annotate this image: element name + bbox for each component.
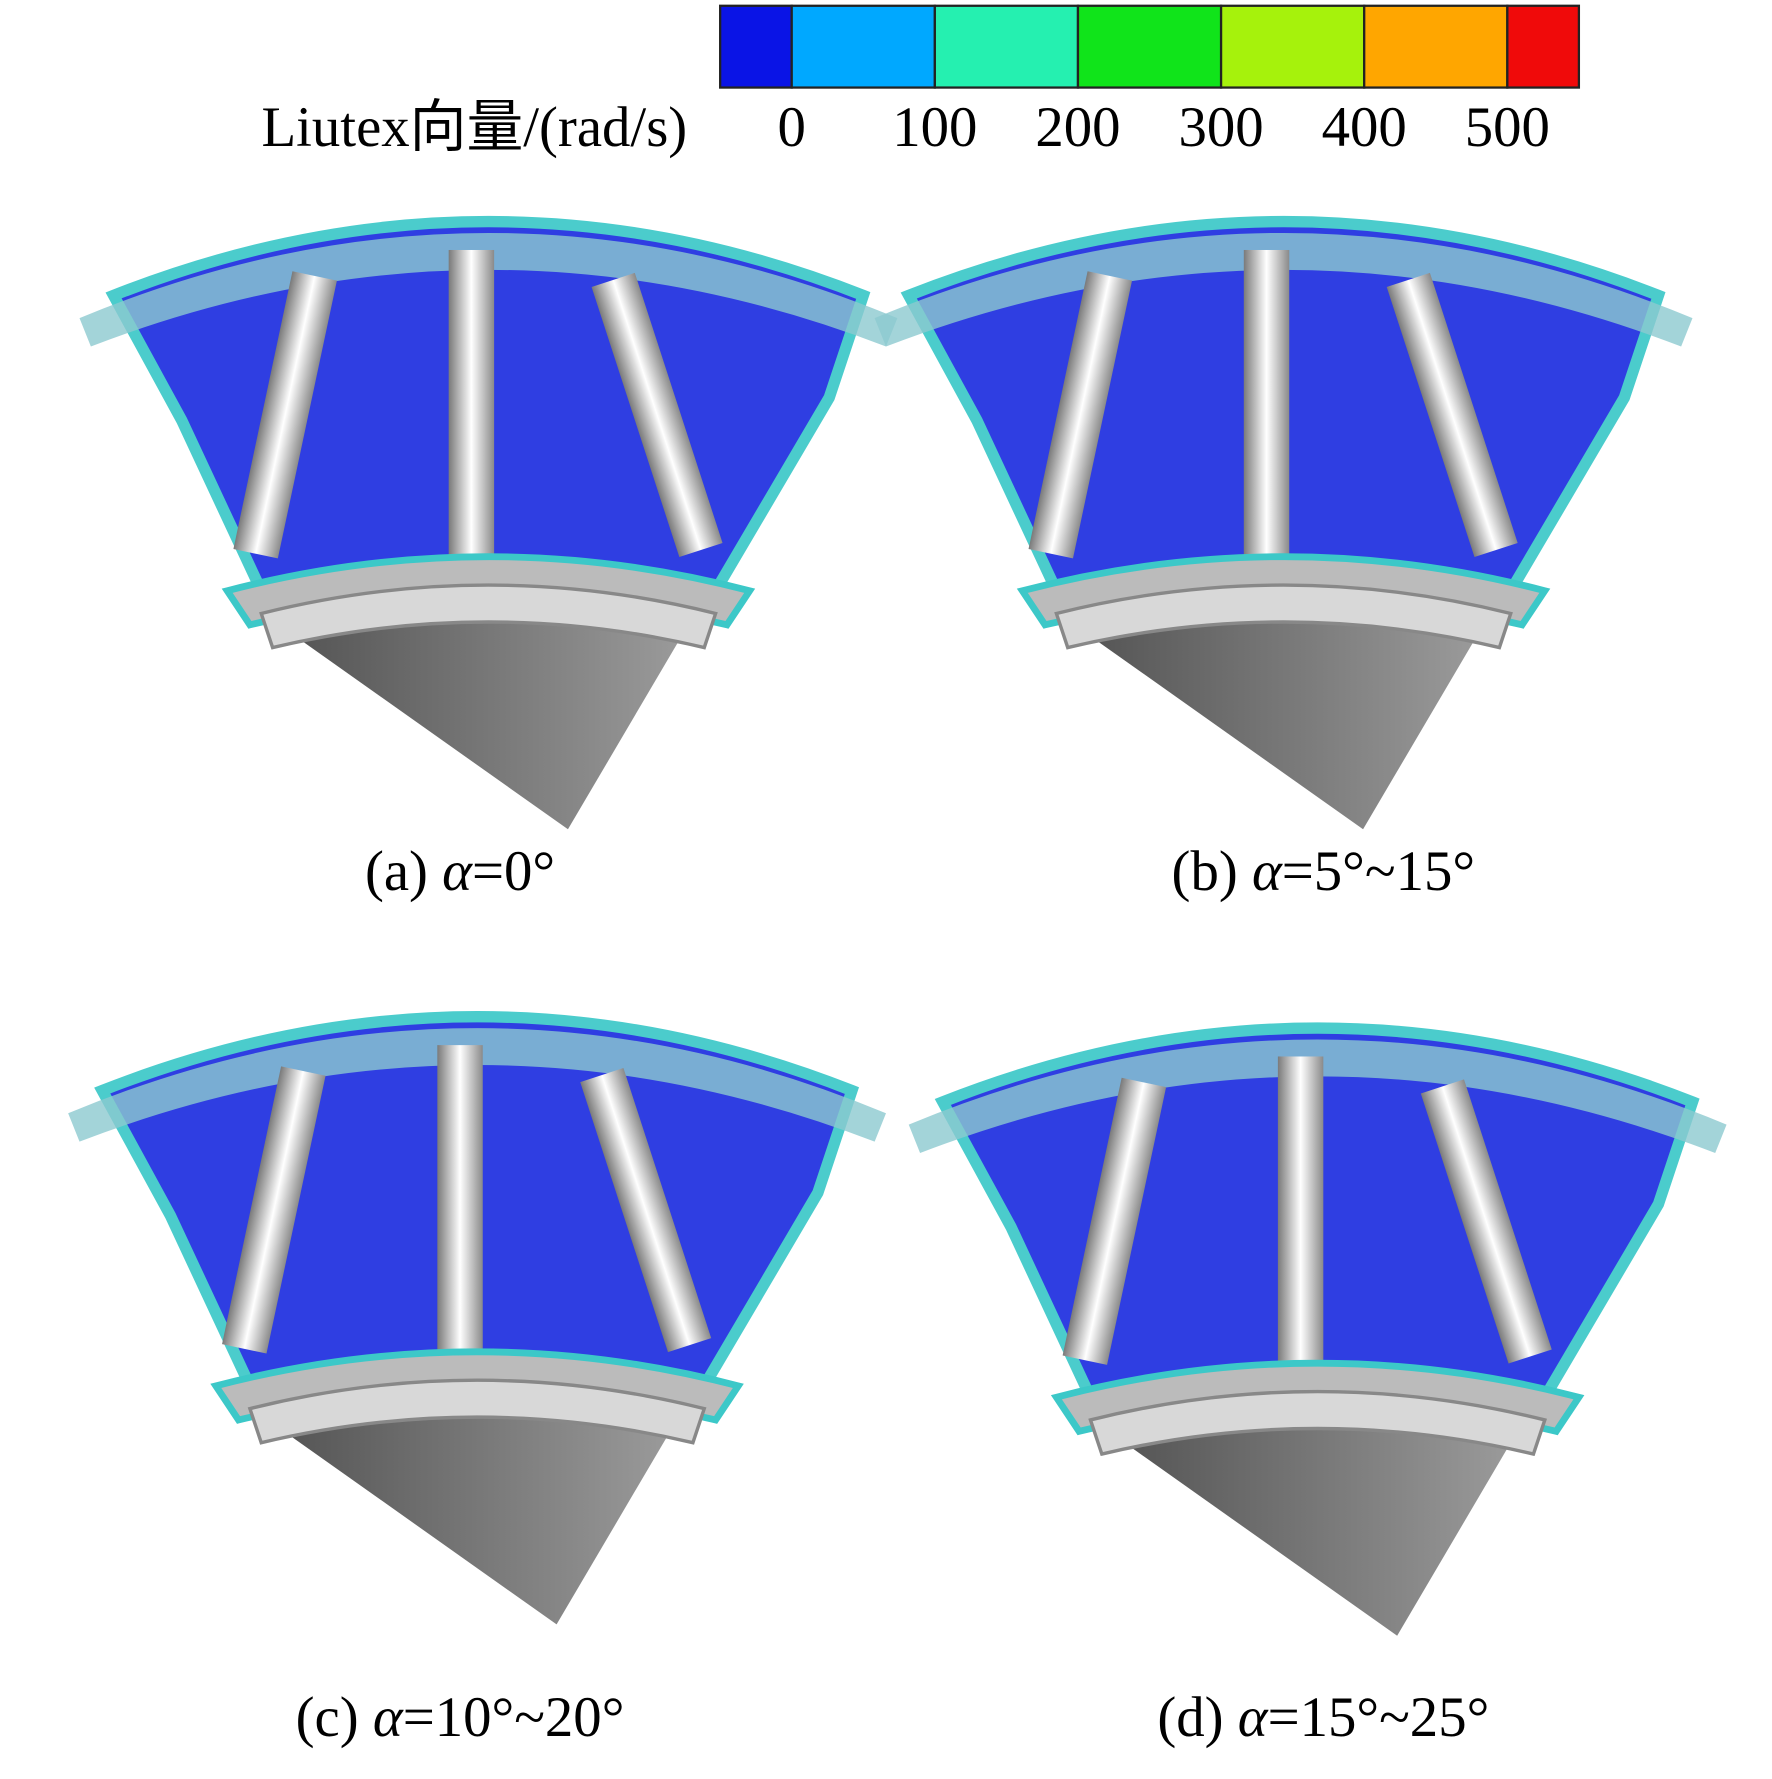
- simulation-image: [68, 1017, 886, 1625]
- caption-part: (d): [1157, 1686, 1223, 1749]
- caption-part: (c): [296, 1686, 359, 1749]
- colorbar-tick-label: 500: [1465, 96, 1550, 159]
- colorbar-tick-label: 100: [892, 96, 977, 159]
- caption-space: [428, 840, 442, 903]
- caption-part: =10°~20°: [403, 1686, 625, 1749]
- caption-part: =0°: [472, 840, 555, 903]
- caption-part: (b): [1172, 840, 1238, 903]
- simulation-image: [80, 222, 898, 830]
- colorbar-swatch: [719, 4, 793, 89]
- colorbar-tick-label: 200: [1035, 96, 1120, 159]
- caption-part: α: [373, 1686, 404, 1749]
- caption-part: α: [1238, 1686, 1269, 1749]
- caption-part: =15°~25°: [1268, 1686, 1490, 1749]
- caption-part: (a): [365, 840, 428, 903]
- caption-space: [1224, 1686, 1238, 1749]
- colorbar-swatch: [790, 4, 936, 89]
- caption-space: [359, 1686, 373, 1749]
- colorbar-title: Liutex向量/(rad/s): [261, 96, 687, 159]
- colorbar-tick-label: 300: [1179, 96, 1264, 159]
- colorbar-swatch: [1219, 4, 1366, 89]
- simulation-image: [909, 1028, 1727, 1636]
- colorbar: 0 100 200 300 400 500: [719, 4, 1581, 159]
- caption-space: [1238, 840, 1252, 903]
- panel-caption: (b) α=5°~15°: [1172, 840, 1476, 903]
- colorbar-tick-label: 0: [778, 96, 806, 159]
- panel-caption: (c) α=10°~20°: [296, 1686, 625, 1749]
- caption-part: α: [1252, 840, 1283, 903]
- captions: (a) α=0° (b) α=5°~15°(c) α=10°~20° (d) α=1…: [296, 840, 1490, 1749]
- panel-caption: (a) α=0°: [365, 840, 555, 903]
- colorbar-swatch: [1076, 4, 1223, 89]
- colorbar-tick-label: 400: [1322, 96, 1407, 159]
- colorbar-swatch: [1363, 4, 1509, 89]
- caption-part: =5°~15°: [1282, 840, 1475, 903]
- colorbar-swatch: [933, 4, 1080, 89]
- caption-part: α: [442, 840, 473, 903]
- panel-caption: (d) α=15°~25°: [1157, 1686, 1489, 1749]
- colorbar-swatch: [1506, 4, 1581, 89]
- simulation-image: [875, 222, 1693, 830]
